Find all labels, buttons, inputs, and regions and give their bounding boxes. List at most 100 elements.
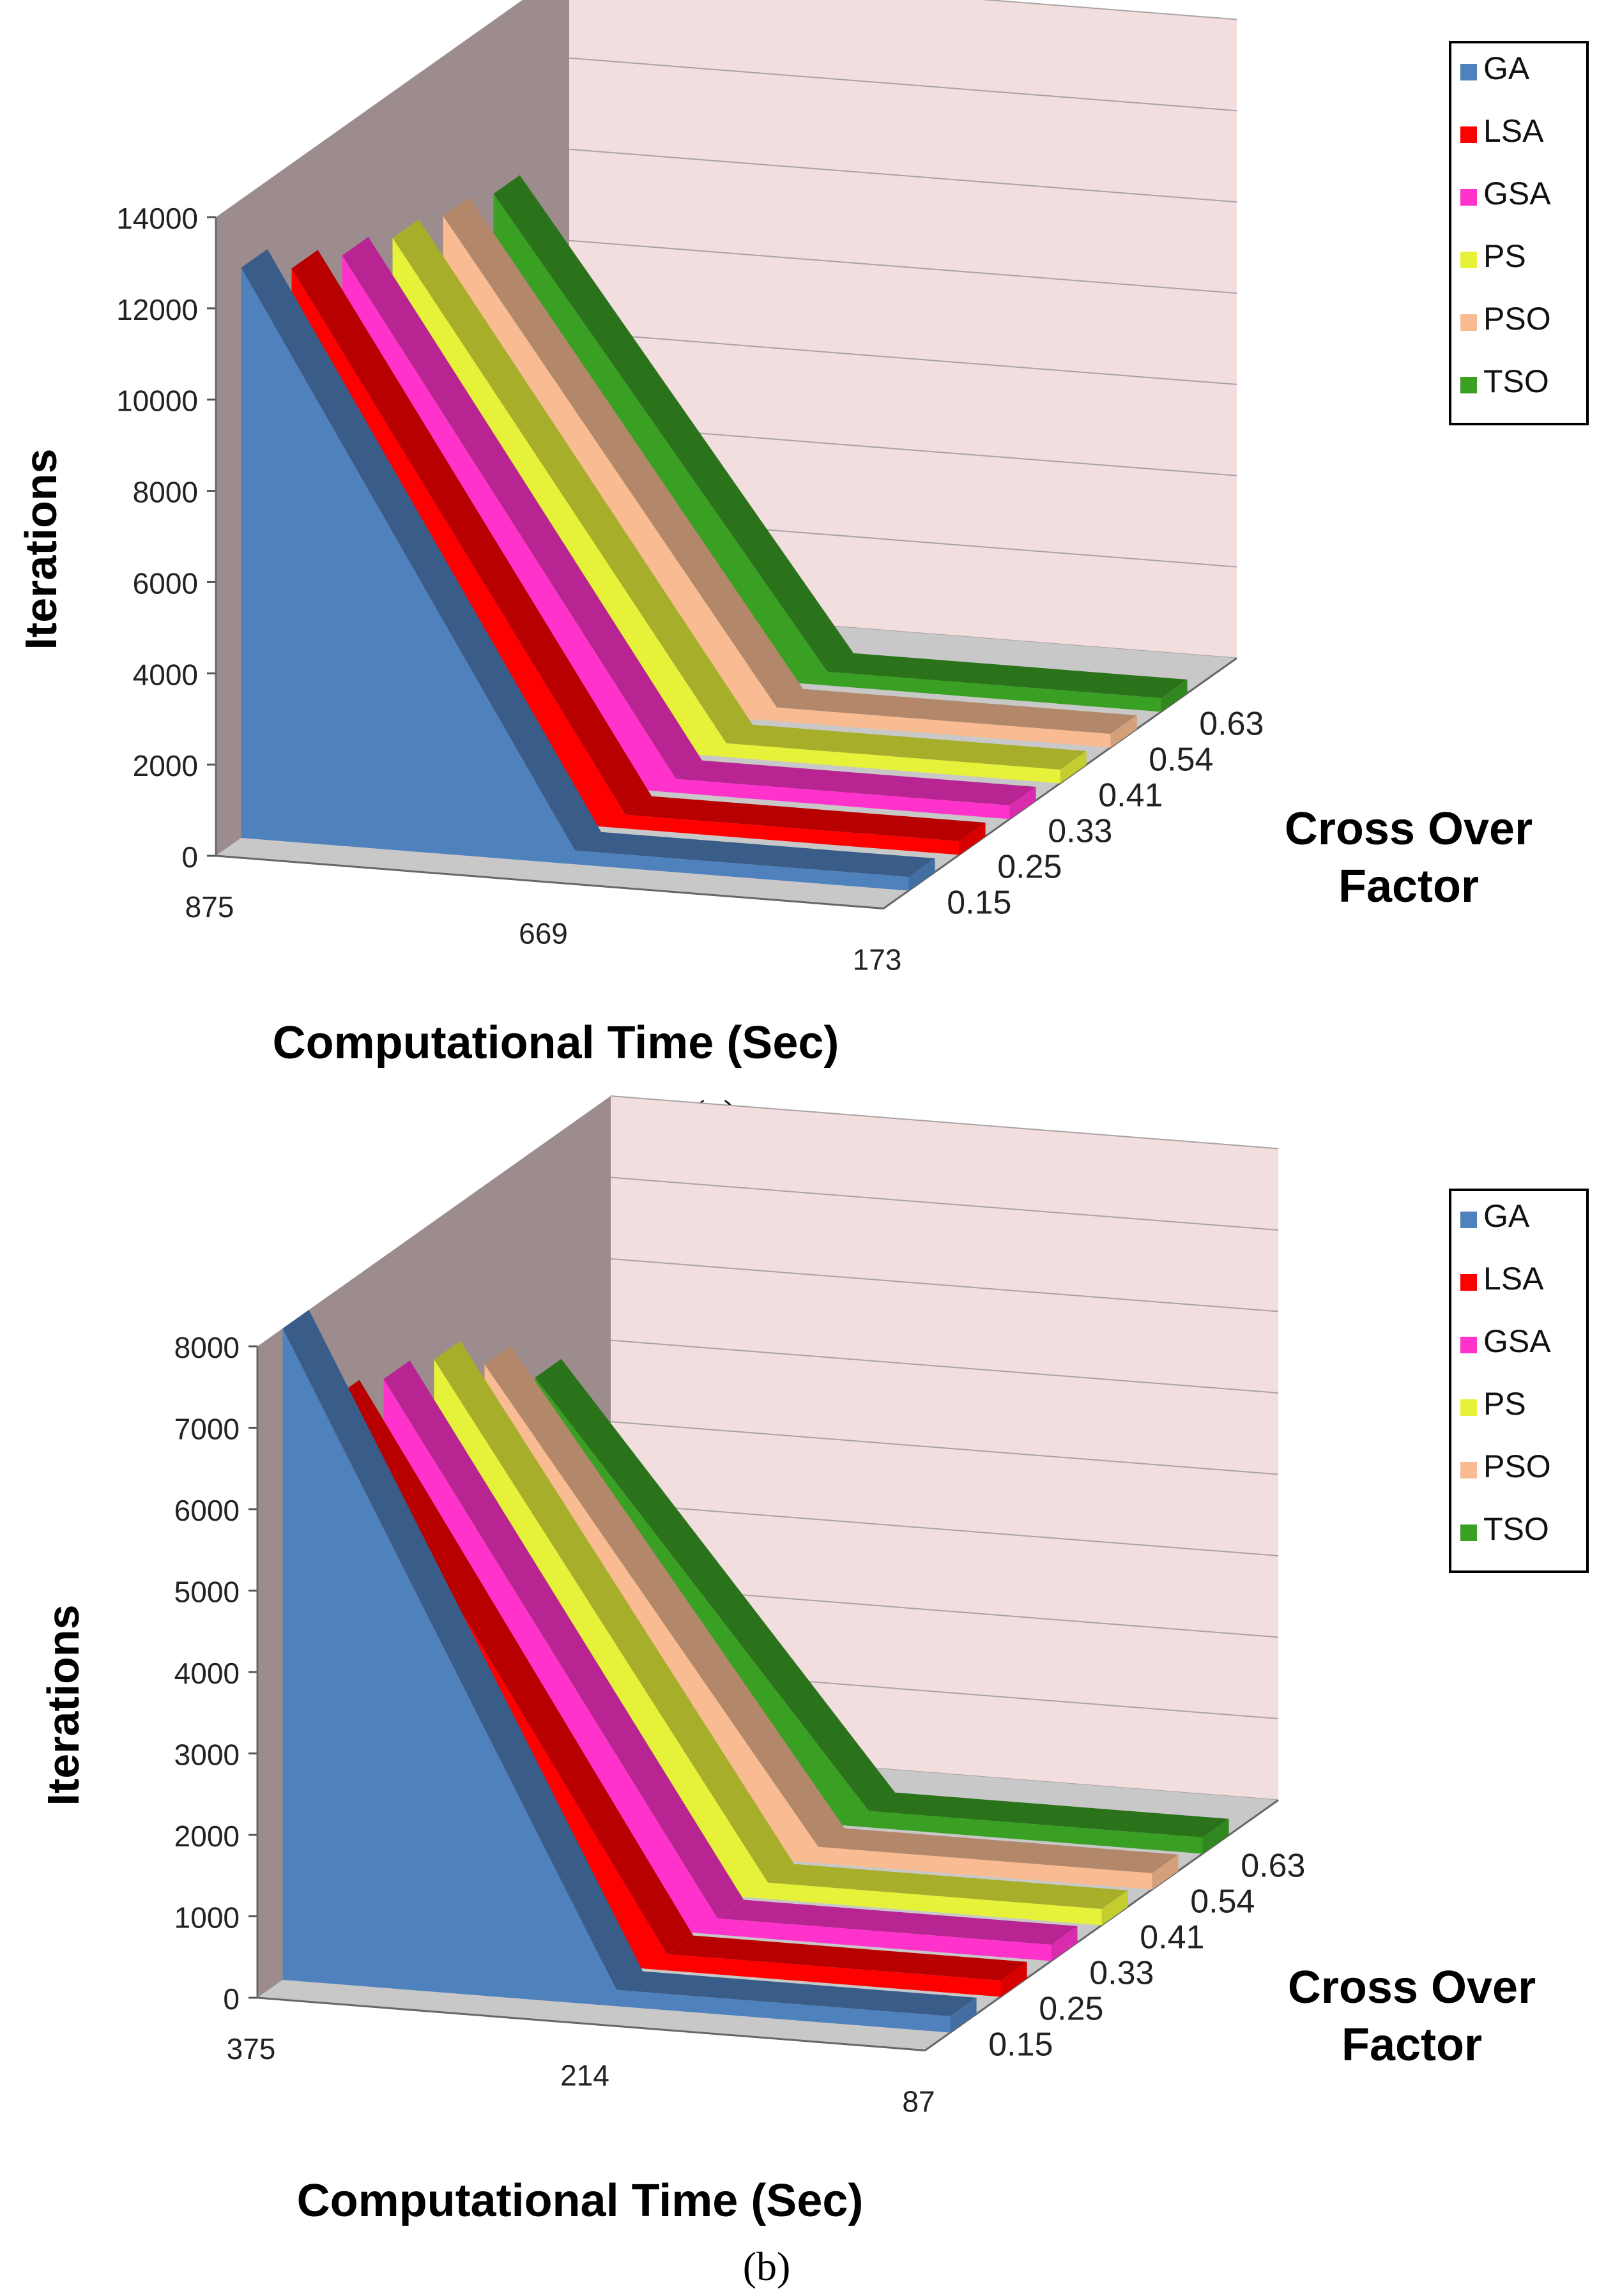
legend-label-GA: GA xyxy=(1483,50,1530,86)
ribbon-end-cap xyxy=(1152,1854,1179,1890)
z-tick-label: 0.25 xyxy=(1039,1991,1103,2028)
ribbon-end-cap xyxy=(1110,715,1137,748)
ribbon-front-face xyxy=(282,1328,951,2033)
back-gridline xyxy=(981,0,1237,20)
z-tick-label: 0.15 xyxy=(988,2026,1053,2064)
y-tick-label: 1000 xyxy=(174,1901,240,1935)
back-gridline xyxy=(610,1258,1279,1312)
ribbon-top xyxy=(575,832,935,878)
y-tick-label: 4000 xyxy=(133,658,198,691)
legend-label-GSA: GSA xyxy=(1483,1323,1551,1359)
y-tick-label: 5000 xyxy=(174,1576,240,1609)
z-tick-label: 0.25 xyxy=(997,849,1062,886)
ribbon-top xyxy=(616,1971,977,2016)
back-gridline xyxy=(569,57,1237,112)
x-tick-label: 375 xyxy=(227,2032,276,2065)
back-gridline xyxy=(610,1502,1279,1556)
ribbon-top xyxy=(667,1935,1027,1980)
chart-panel-b: 0 1000 2000 3000 4000 5000 6000 7000 8000 375 214… xyxy=(38,1095,1589,2289)
ribbon-top xyxy=(493,175,854,672)
ribbon-top xyxy=(818,1828,1179,1873)
z-tick-label: 0.41 xyxy=(1140,1919,1204,1956)
legend-swatch-GSA xyxy=(1460,1337,1477,1353)
z-tick-label: 0.54 xyxy=(1149,741,1213,779)
x-axis-line xyxy=(257,1996,926,2051)
ribbon-top xyxy=(717,1899,1078,1945)
legend-label-PSO: PSO xyxy=(1483,301,1551,337)
z-tick-label: 0.33 xyxy=(1048,813,1112,850)
y-tick-label: 4000 xyxy=(174,1657,240,1690)
ribbon-end-cap xyxy=(950,1997,977,2033)
ribbon-top xyxy=(726,724,1087,770)
legend-b: GA LSA GSA PS PSO TSO xyxy=(1449,1189,1589,1573)
legend-box xyxy=(1449,1189,1589,1573)
y-tick-label: 6000 xyxy=(133,566,198,600)
series-ribbon-GA xyxy=(241,249,935,891)
legend-swatch-TSO xyxy=(1460,1524,1477,1541)
legend-box xyxy=(1449,41,1589,425)
legend-label-PS: PS xyxy=(1483,238,1526,274)
z-tick-label: 0.33 xyxy=(1089,1955,1154,1992)
y-tick-label: 3000 xyxy=(174,1738,240,1772)
ribbon-top xyxy=(241,249,602,851)
y-axis-label: Iterations xyxy=(16,448,66,650)
legend-swatch-GA xyxy=(1460,1212,1477,1228)
series-ribbon-GA xyxy=(282,1309,977,2033)
legend-a: GA LSA GSA PS PSO TSO xyxy=(1449,41,1589,425)
ribbon-top xyxy=(383,1360,744,1919)
y-tick-label: 2000 xyxy=(174,1820,240,1853)
legend-swatch-GA xyxy=(1460,64,1477,80)
back-gridline xyxy=(569,148,1237,203)
y-tick-label: 2000 xyxy=(133,749,198,782)
back-gridline xyxy=(610,1421,1279,1475)
x-tick-label: 87 xyxy=(902,2085,935,2118)
x-tick-label: 669 xyxy=(519,916,568,950)
x-axis-line xyxy=(215,855,884,909)
legend-label-GSA: GSA xyxy=(1483,176,1551,211)
y-tick-label: 7000 xyxy=(174,1413,240,1446)
ribbon-top xyxy=(535,1358,896,1811)
z-tick-label: 0.63 xyxy=(1241,1848,1305,1885)
ribbon-end-cap xyxy=(1101,1890,1128,1926)
ribbon-top xyxy=(625,796,986,842)
ribbon-front-face xyxy=(241,268,909,891)
legend-swatch-PSO xyxy=(1460,1462,1477,1479)
ribbon-top xyxy=(282,1309,643,1990)
ribbon-end-cap xyxy=(1060,751,1087,784)
z-axis-label-line2: Factor xyxy=(1342,2019,1482,2071)
y-tick-label: 0 xyxy=(181,840,198,874)
legend-label-GA: GA xyxy=(1483,1198,1530,1234)
z-tick-label: 0.41 xyxy=(1098,777,1163,814)
ribbon-end-cap xyxy=(1000,1961,1027,1997)
legend-label-TSO: TSO xyxy=(1483,363,1549,399)
back-gridline xyxy=(569,331,1237,385)
z-tick-label: 0.54 xyxy=(1190,1883,1255,1920)
y-tick-label: 6000 xyxy=(174,1494,240,1527)
x-tick-label: 875 xyxy=(185,890,234,924)
ribbon-end-cap xyxy=(1009,787,1036,819)
y-tick-label: 14000 xyxy=(116,202,198,235)
ribbon-top xyxy=(342,236,703,779)
y-tick-label: 10000 xyxy=(116,384,198,418)
y-axis-label: Iterations xyxy=(38,1604,88,1806)
legend-swatch-GSA xyxy=(1460,189,1477,206)
ribbon-top xyxy=(869,1792,1229,1837)
panel-caption-b: (b) xyxy=(743,2244,791,2289)
z-tick-label: 0.63 xyxy=(1199,706,1264,743)
z-tick-label: 0.15 xyxy=(947,885,1011,922)
legend-label-LSA: LSA xyxy=(1483,1261,1544,1296)
ribbon-end-cap xyxy=(1051,1926,1078,1961)
legend-swatch-TSO xyxy=(1460,377,1477,393)
back-gridline xyxy=(610,1176,1279,1231)
x-axis-label: Computational Time (Sec) xyxy=(273,1017,839,1068)
ribbon-top xyxy=(434,1341,795,1883)
y-tick-label: 12000 xyxy=(116,293,198,326)
ribbon-top xyxy=(443,197,804,708)
ribbon-end-cap xyxy=(1202,1818,1229,1854)
chart-panel-a: 0 2000 4000 6000 8000 10000 12000 14000 875 669 1… xyxy=(16,0,1589,1137)
z-axis-label-line1: Cross Over xyxy=(1288,1962,1536,2013)
z-axis-label-line2: Factor xyxy=(1338,861,1479,912)
y-tick-label: 8000 xyxy=(133,476,198,509)
ribbon-end-cap xyxy=(959,823,986,855)
